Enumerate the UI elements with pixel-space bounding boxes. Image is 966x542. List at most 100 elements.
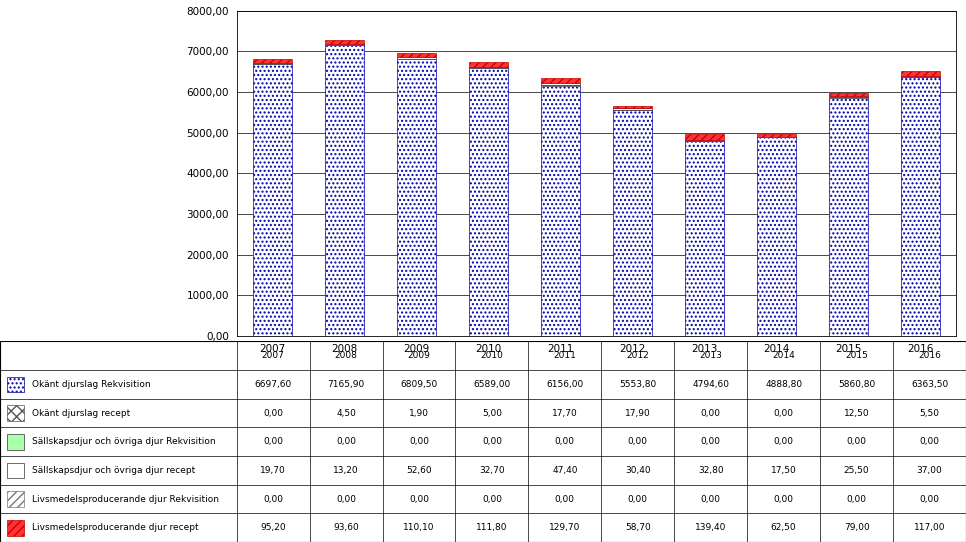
Bar [541, 83, 581, 85]
Bar [469, 67, 508, 68]
Text: 6363,50: 6363,50 [911, 380, 949, 389]
Text: 4888,80: 4888,80 [765, 380, 802, 389]
Text: 0,00: 0,00 [482, 437, 502, 446]
Text: 0,00: 0,00 [846, 437, 867, 446]
Bar [469, 62, 508, 67]
Bar [900, 71, 940, 76]
Text: 0,00: 0,00 [628, 437, 648, 446]
Text: Livsmedelsproducerande djur Rekvisition: Livsmedelsproducerande djur Rekvisition [32, 494, 219, 504]
Text: Okänt djurslag Rekvisition: Okänt djurslag Rekvisition [32, 380, 151, 389]
Text: 6809,50: 6809,50 [400, 380, 438, 389]
Text: 0,00: 0,00 [700, 409, 721, 417]
Text: 0,00: 0,00 [700, 437, 721, 446]
Text: 2014: 2014 [772, 351, 795, 360]
Bar [541, 85, 581, 86]
Bar [7, 434, 24, 450]
Text: 0,00: 0,00 [554, 437, 575, 446]
Bar [685, 141, 724, 336]
Text: 0,00: 0,00 [409, 494, 429, 504]
Bar [756, 137, 796, 336]
Text: 62,50: 62,50 [771, 523, 797, 532]
Text: Livsmedelsproducerande djur recept: Livsmedelsproducerande djur recept [32, 523, 199, 532]
Text: 6156,00: 6156,00 [546, 380, 583, 389]
Text: 93,60: 93,60 [333, 523, 359, 532]
Bar [397, 59, 437, 336]
Text: 2008: 2008 [334, 351, 357, 360]
Bar [397, 57, 437, 59]
Bar [7, 462, 24, 478]
Text: 0,00: 0,00 [409, 437, 429, 446]
Bar [829, 93, 868, 96]
Text: 139,40: 139,40 [696, 523, 726, 532]
Text: 0,00: 0,00 [700, 494, 721, 504]
Text: 2016: 2016 [918, 351, 941, 360]
Text: 2013: 2013 [699, 351, 723, 360]
Bar [253, 64, 293, 336]
Bar [541, 86, 581, 336]
Bar [900, 78, 940, 336]
Text: 117,00: 117,00 [914, 523, 946, 532]
Text: 2011: 2011 [554, 351, 577, 360]
Text: 0,00: 0,00 [774, 494, 794, 504]
Text: Okänt djurslag recept: Okänt djurslag recept [32, 409, 130, 417]
Text: 52,60: 52,60 [406, 466, 432, 475]
Bar [7, 520, 24, 535]
Bar [612, 106, 652, 108]
Text: 32,70: 32,70 [479, 466, 505, 475]
Text: 0,00: 0,00 [263, 437, 283, 446]
Text: 5553,80: 5553,80 [619, 380, 657, 389]
Bar [325, 45, 364, 336]
Bar [685, 140, 724, 141]
Bar [253, 59, 293, 63]
Bar [7, 405, 24, 421]
Text: 47,40: 47,40 [553, 466, 578, 475]
Text: 32,80: 32,80 [697, 466, 724, 475]
Text: 5,50: 5,50 [920, 409, 940, 417]
Text: 110,10: 110,10 [403, 523, 435, 532]
Text: 0,00: 0,00 [554, 494, 575, 504]
Text: 17,70: 17,70 [552, 409, 578, 417]
Bar [612, 110, 652, 336]
Text: 37,00: 37,00 [917, 466, 943, 475]
Bar [7, 377, 24, 392]
Text: 0,00: 0,00 [920, 494, 940, 504]
Text: 6697,60: 6697,60 [254, 380, 292, 389]
Text: 0,00: 0,00 [846, 494, 867, 504]
Bar [829, 98, 868, 336]
Text: 2012: 2012 [626, 351, 649, 360]
Bar [469, 68, 508, 336]
Text: 0,00: 0,00 [263, 494, 283, 504]
Bar [541, 78, 581, 83]
Text: Sällskapsdjur och övriga djur recept: Sällskapsdjur och övriga djur recept [32, 466, 195, 475]
Text: 58,70: 58,70 [625, 523, 651, 532]
Text: 0,00: 0,00 [263, 409, 283, 417]
Text: 6589,00: 6589,00 [473, 380, 511, 389]
Text: 12,50: 12,50 [843, 409, 869, 417]
Text: 2007: 2007 [262, 351, 285, 360]
Text: 0,00: 0,00 [628, 494, 648, 504]
Text: 17,50: 17,50 [771, 466, 797, 475]
Bar [397, 53, 437, 57]
Text: 25,50: 25,50 [843, 466, 869, 475]
Text: 2010: 2010 [480, 351, 503, 360]
Text: 1,90: 1,90 [409, 409, 429, 417]
Text: 19,70: 19,70 [260, 466, 286, 475]
Bar [756, 134, 796, 137]
Text: 79,00: 79,00 [843, 523, 869, 532]
Text: 95,20: 95,20 [260, 523, 286, 532]
Bar [7, 491, 24, 507]
Text: 30,40: 30,40 [625, 466, 651, 475]
Text: 7165,90: 7165,90 [327, 380, 365, 389]
Text: 111,80: 111,80 [476, 523, 508, 532]
Text: 5860,80: 5860,80 [838, 380, 875, 389]
Text: 0,00: 0,00 [774, 409, 794, 417]
Text: 129,70: 129,70 [550, 523, 581, 532]
Text: Sällskapsdjur och övriga djur Rekvisition: Sällskapsdjur och övriga djur Rekvisitio… [32, 437, 215, 446]
Text: 0,00: 0,00 [336, 494, 356, 504]
Text: 2015: 2015 [845, 351, 868, 360]
Bar [612, 109, 652, 110]
Text: 0,00: 0,00 [482, 494, 502, 504]
Text: 0,00: 0,00 [336, 437, 356, 446]
Text: 0,00: 0,00 [774, 437, 794, 446]
Bar [900, 76, 940, 77]
